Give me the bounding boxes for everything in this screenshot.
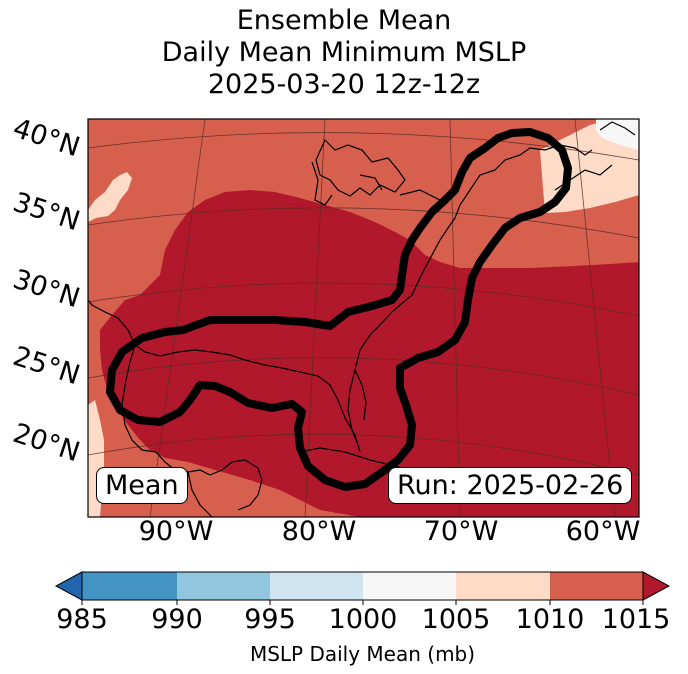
- colorbar-tick-990: 990: [151, 604, 203, 635]
- run-date-box: Run: 2025-02-26: [388, 467, 633, 504]
- field-1000-1005-ne: [596, 119, 639, 150]
- colorbar-seg-985-990: [82, 572, 177, 600]
- colorbar-seg-1010-1015: [550, 572, 643, 600]
- colorbar-label: MSLP Daily Mean (mb): [249, 642, 476, 666]
- mean-contour: [106, 128, 572, 491]
- colorbar-extend-low: [54, 571, 83, 601]
- colorbar-seg-1000-1005: [363, 572, 456, 600]
- colorbar-tick-1010: 1010: [515, 604, 585, 635]
- lon-label-60w: 60°W: [565, 516, 641, 547]
- lon-label-90w: 90°W: [138, 516, 214, 547]
- title-line-1: Ensemble Mean: [236, 5, 452, 36]
- title-line-2: Daily Mean Minimum MSLP: [161, 37, 527, 68]
- colorbar-tick-1005: 1005: [421, 604, 491, 635]
- colorbar-tick-985: 985: [56, 604, 108, 635]
- colorbar-tick-1000: 1000: [328, 604, 398, 635]
- colorbar-tick-995: 995: [244, 604, 296, 635]
- lon-label-80w: 80°W: [281, 516, 357, 547]
- field-1005-1010-nw: [88, 172, 132, 222]
- colorbar-seg-1005-1010: [456, 572, 550, 600]
- colorbar-ticks: [81, 600, 644, 605]
- lon-label-70w: 70°W: [423, 516, 499, 547]
- colorbar-extend-high: [642, 571, 671, 601]
- title-line-3: 2025-03-20 12z-12z: [207, 69, 481, 100]
- colorbar-seg-995-1000: [270, 572, 363, 600]
- mean-label-box: Mean: [96, 467, 188, 504]
- coastlines: [88, 121, 636, 517]
- colorbar-tick-1015: 1015: [601, 604, 671, 635]
- colorbar: [54, 571, 671, 605]
- map-area: [88, 119, 639, 517]
- map-frame: [87, 118, 640, 518]
- colorbar-seg-990-995: [177, 572, 270, 600]
- field-1015-plus: [100, 190, 639, 517]
